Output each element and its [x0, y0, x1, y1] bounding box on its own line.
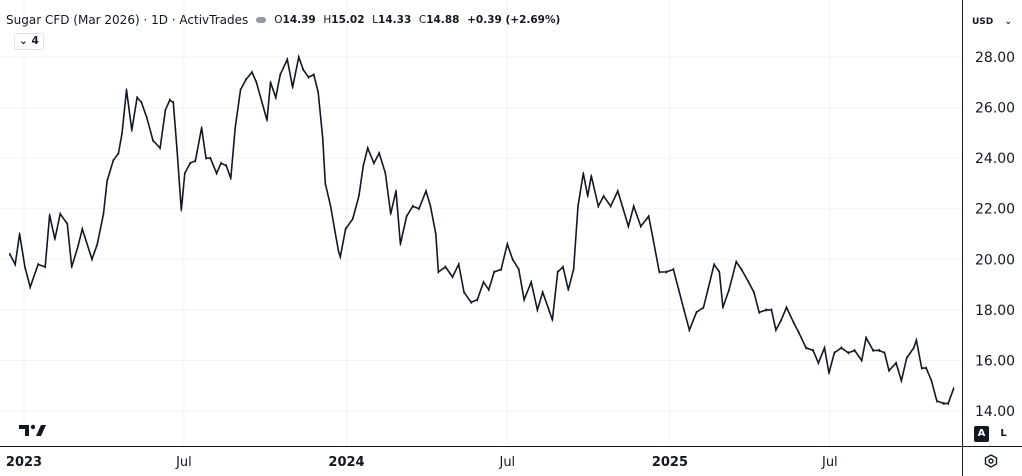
- symbol-title[interactable]: Sugar CFD (Mar 2026) · 1D · ActivTrades: [6, 13, 249, 27]
- eye-settings-icon[interactable]: [983, 453, 999, 469]
- price-tick-label: 18.00: [975, 303, 1015, 319]
- price-tick-label: 24.00: [975, 151, 1015, 167]
- currency-label: USD: [972, 17, 994, 27]
- chevron-down-icon: ⌄: [19, 35, 28, 47]
- high-label: H: [323, 14, 332, 26]
- grid: [0, 0, 962, 446]
- auto-scale-button[interactable]: A: [974, 426, 989, 442]
- price-tick-label: 22.00: [975, 202, 1015, 218]
- market-status-icon: [256, 17, 267, 23]
- high-value: 15.02: [331, 14, 365, 26]
- price-tick-label: 28.00: [975, 50, 1015, 66]
- close-value: 14.88: [426, 14, 460, 26]
- low-value: 14.33: [378, 14, 412, 26]
- time-tick-label: Jul: [498, 455, 515, 470]
- close-label: C: [418, 14, 427, 26]
- indicator-count: 4: [31, 35, 39, 47]
- price-line: [9, 53, 955, 405]
- log-scale-button[interactable]: L: [1000, 428, 1007, 439]
- chevron-down-icon: ⌄: [1004, 17, 1012, 27]
- price-tick-label: 26.00: [975, 101, 1015, 117]
- time-tick-label: 2025: [652, 455, 688, 470]
- price-tick-label: 20.00: [975, 252, 1015, 268]
- change-value: +0.39 (+2.69%): [467, 14, 561, 26]
- time-tick-label: Jul: [175, 455, 192, 470]
- ohlc-values: O14.39 H15.02 L14.33 C14.88 +0.39 (+2.69…: [274, 14, 564, 26]
- open-label: O: [274, 14, 283, 26]
- price-tick-label: 14.00: [975, 404, 1015, 420]
- low-label: L: [372, 14, 379, 26]
- open-value: 14.39: [282, 14, 316, 26]
- price-axis[interactable]: 14.00 16.00 18.00 20.00 22.00 24.00 26.00 28.00: [975, 50, 1015, 420]
- indicators-collapse-button[interactable]: ⌄ 4: [14, 33, 44, 50]
- price-tick-label: 16.00: [975, 353, 1015, 369]
- time-tick-label: 2024: [328, 455, 364, 470]
- tradingview-logo[interactable]: [18, 422, 48, 438]
- series-layer: [9, 53, 955, 405]
- time-tick-label: Jul: [821, 455, 838, 470]
- time-axis[interactable]: 2023 Jul 2024 Jul 2025 Jul: [6, 455, 838, 470]
- currency-dropdown[interactable]: USD ⌄: [968, 12, 1016, 32]
- time-tick-label: 2023: [6, 455, 42, 470]
- chart-legend: Sugar CFD (Mar 2026) · 1D · ActivTrades …: [6, 13, 564, 27]
